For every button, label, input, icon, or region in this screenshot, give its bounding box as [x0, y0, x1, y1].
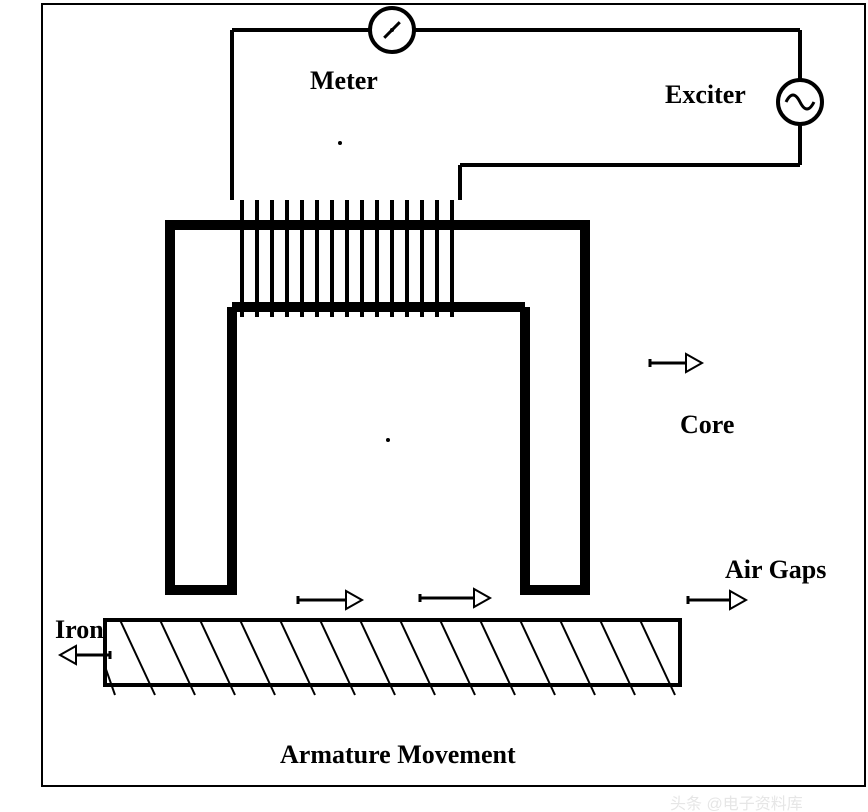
label-meter: Meter	[310, 66, 378, 96]
diagram-svg	[0, 0, 868, 812]
watermark-text: 头条 @电子资料库	[670, 790, 803, 812]
label-core: Core	[680, 410, 734, 440]
label-iron: Iron	[55, 615, 104, 645]
label-armature-movement: Armature Movement	[280, 740, 516, 770]
label-exciter: Exciter	[665, 80, 746, 110]
diagram-canvas: Meter Exciter Core Air Gaps Iron Armatur…	[0, 0, 868, 812]
label-air-gaps: Air Gaps	[725, 555, 826, 585]
